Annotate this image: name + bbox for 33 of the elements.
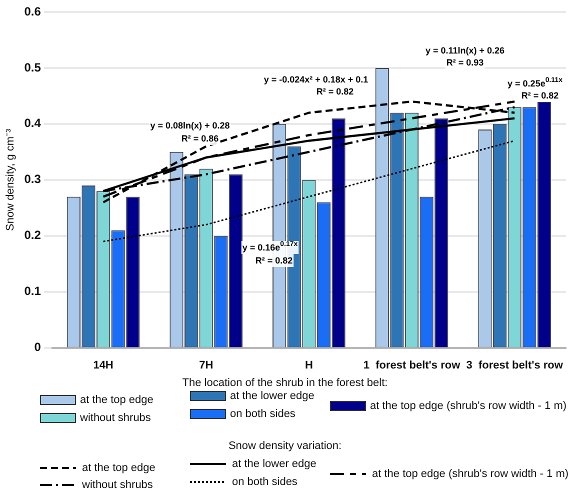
x-tick-label: 1 forest belt's row (363, 359, 461, 372)
legend-label: at the top edge (shrub's row width - 1 m) (372, 468, 569, 480)
x-tick-label: H (304, 359, 313, 372)
y-tick-label: 0.6 (24, 4, 42, 18)
legend-label: on both sides (232, 476, 298, 488)
legend-label: on both sides (230, 408, 296, 420)
annotation: y = 0.08ln(x) + 0.28 (150, 120, 230, 130)
annotation: y = -0.024x² + 0.18x + 0.1 (264, 74, 368, 84)
x-tick-label: 3 forest belt's row (466, 359, 564, 372)
y-tick-label: 0.2 (24, 228, 42, 242)
legend-title: The location of the shrub in the forest belt: (182, 377, 388, 389)
text: Snow density variation: (228, 440, 342, 452)
y-axis-title: Snow density, g cm⁻³ (4, 128, 17, 232)
y-tick-label: 0 (34, 340, 42, 354)
legend-label: at the top edge (82, 462, 156, 474)
legend-label: at the lower edge (232, 458, 316, 470)
annotation: R² = 0.86 (181, 133, 219, 144)
x-tick-label: 14H (93, 359, 114, 372)
y-tick-label: 0.3 (24, 172, 42, 186)
legend-label: at the top edge (80, 394, 154, 406)
legend-label: without shrubs (82, 479, 153, 491)
annotation: R² = 0.93 (446, 57, 484, 68)
annotation: R² = 0.82 (521, 90, 559, 100)
annotation: R² = 0.82 (316, 86, 354, 96)
y-tick-label: 0.5 (24, 60, 42, 74)
y-tick-label: 0.1 (24, 284, 42, 298)
annotation: R² = 0.82 (255, 255, 293, 266)
y-tick-label: 0.4 (24, 116, 42, 130)
x-tick-label: 7H (199, 359, 214, 372)
legend-label: at the top edge (shrub's row width - 1 m) (370, 400, 567, 412)
legend-label: without shrubs (80, 412, 151, 424)
annotation: y = 0.11ln(x) + 0.26 (425, 45, 505, 56)
legend-label: at the lower edge (230, 390, 314, 402)
